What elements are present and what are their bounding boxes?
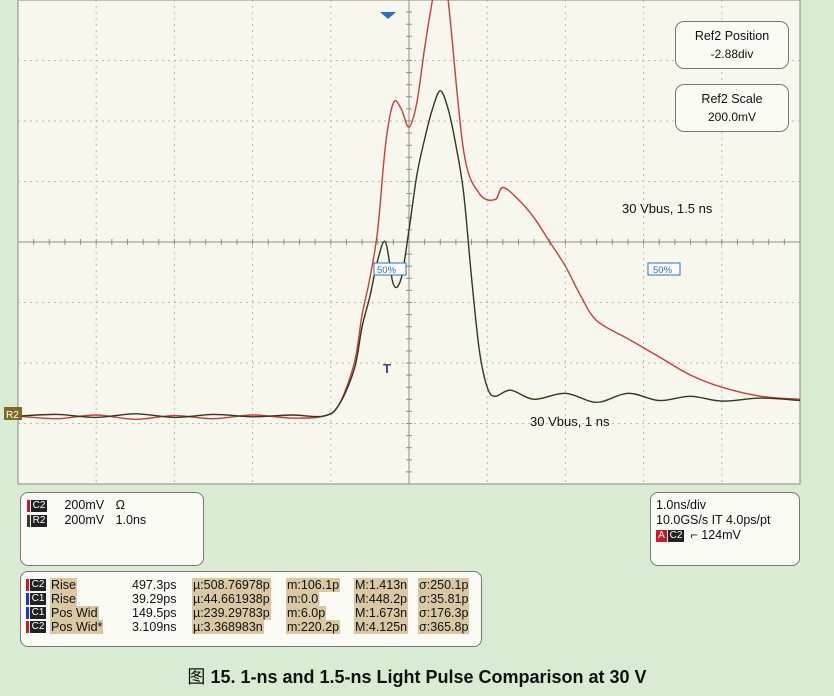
measurement-row: C2 Rise 497.3ps µ:508.76978p m:106.1p M:1.413… [26,578,476,592]
trigger-level: 124mV [701,528,741,542]
measurement-channel-tag: C2 [30,579,46,591]
timebase-box: 1.0ns/div 10.0GS/s IT 4.0ps/pt A C2 ⌐ 124… [650,492,800,566]
channel-volts: 200mV [64,513,105,527]
figure-caption: 图 15. 1-ns and 1.5-ns Light Pulse Compar… [0,663,834,689]
channel-color-swatch [27,514,30,527]
ref-position-box: Ref2 Position -2.88div [675,21,789,69]
caption-text: 15. 1-ns and 1.5-ns Light Pulse Comparis… [210,667,647,687]
measurement-max: M:4.125n [354,620,409,634]
measurement-name: Pos Wid [50,606,99,620]
measurement-name: Rise [50,578,78,592]
channel-volts: 200mV [64,498,105,512]
trigger-channel-tag: C2 [668,529,684,542]
measurement-name: Rise [50,592,78,606]
ref-scale-box: Ref2 Scale 200.0mV [675,84,789,132]
measurement-color-swatch [26,621,29,633]
measurement-sigma: σ:176.3p [418,606,470,620]
measurement-max: M:1.413n [354,578,409,592]
measurement-mu: µ:508.76978p [192,578,271,592]
channel-tag: C2 [31,499,47,512]
trigger-t-icon: T [383,361,391,376]
channel-row: R2 200mV 1.0ns [27,513,146,527]
measurement-value: 497.3ps [132,578,177,592]
measurement-min: m:0.0 [286,592,320,606]
trigger-row: A C2 ⌐ 124mV [656,528,741,542]
measurement-channel-tag: C2 [30,621,46,633]
ref-position-value: -2.88div [710,47,754,61]
trigger-a-tag: A [656,529,667,542]
channel-extra: 1.0ns [115,513,147,527]
measurement-min: m:6.0p [286,606,327,620]
r2-level-label: R2 [6,410,19,421]
measurement-color-swatch [26,593,29,605]
measurement-channel-tag: C1 [30,607,46,619]
measurement-mu: µ:239.29783p [192,606,271,620]
cursor-50-right-box [647,262,681,276]
cursor-50-right-label: 50% [653,265,673,276]
ref-position-title: Ref2 Position [694,29,770,43]
trigger-edge-icon: ⌐ [690,528,698,542]
measurement-value: 39.29ps [132,592,177,606]
r2-level-marker [4,407,22,420]
channel-settings-box: C2 200mV Ω R2 200mV 1.0ns [20,492,204,566]
measurement-channel-tag: C1 [30,593,46,605]
measurement-mu: µ:44.661938p [192,592,271,606]
measurement-sigma: σ:35.81p [418,592,470,606]
annotation-15ns: 30 Vbus, 1.5 ns [622,201,713,216]
ref-scale-value: 200.0mV [707,110,757,124]
measurement-color-swatch [26,579,29,591]
timebase-scale: 1.0ns/div [656,498,707,512]
traces [17,0,801,421]
graticule-grid [17,0,800,485]
measurement-max: M:1.673n [354,606,409,620]
timebase-sample: 10.0GS/s IT 4.0ps/pt [656,513,771,527]
measurement-name: Pos Wid* [50,620,104,634]
channel-color-swatch [27,499,30,512]
cursor-50-left-label: 50% [377,265,397,276]
measurement-min: m:220.2p [286,620,341,634]
annotation-1ns: 30 Vbus, 1 ns [530,414,610,429]
measurement-color-swatch [26,607,29,619]
caption-prefix: 图 [187,667,206,687]
channel-extra: Ω [115,498,125,512]
trigger-position-icon [380,12,396,19]
measurement-value: 3.109ns [132,620,177,634]
measurement-max: M:448.2p [354,592,409,606]
measurement-row: C2 Pos Wid* 3.109ns µ:3.368983n m:220.2p M:4.… [26,620,476,634]
measurement-row: C1 Pos Wid 149.5ps µ:239.29783p m:6.0p M:1.67… [26,606,476,620]
measurement-value: 149.5ps [132,606,177,620]
series-line-1ns [17,90,801,419]
ref-scale-title: Ref2 Scale [701,92,763,106]
measurement-row: C1 Rise 39.29ps µ:44.661938p m:0.0 M:448.2p σ:… [26,592,476,606]
measurement-mu: µ:3.368983n [192,620,264,634]
channel-row: C2 200mV Ω [27,498,125,512]
measurement-table: C2 Rise 497.3ps µ:508.76978p m:106.1p M:1.413… [20,571,482,647]
measurement-sigma: σ:365.8p [418,620,470,634]
channel-tag: R2 [31,514,47,527]
cursor-50-left-box [373,262,407,276]
measurement-sigma: σ:250.1p [418,578,470,592]
measurement-min: m:106.1p [286,578,341,592]
